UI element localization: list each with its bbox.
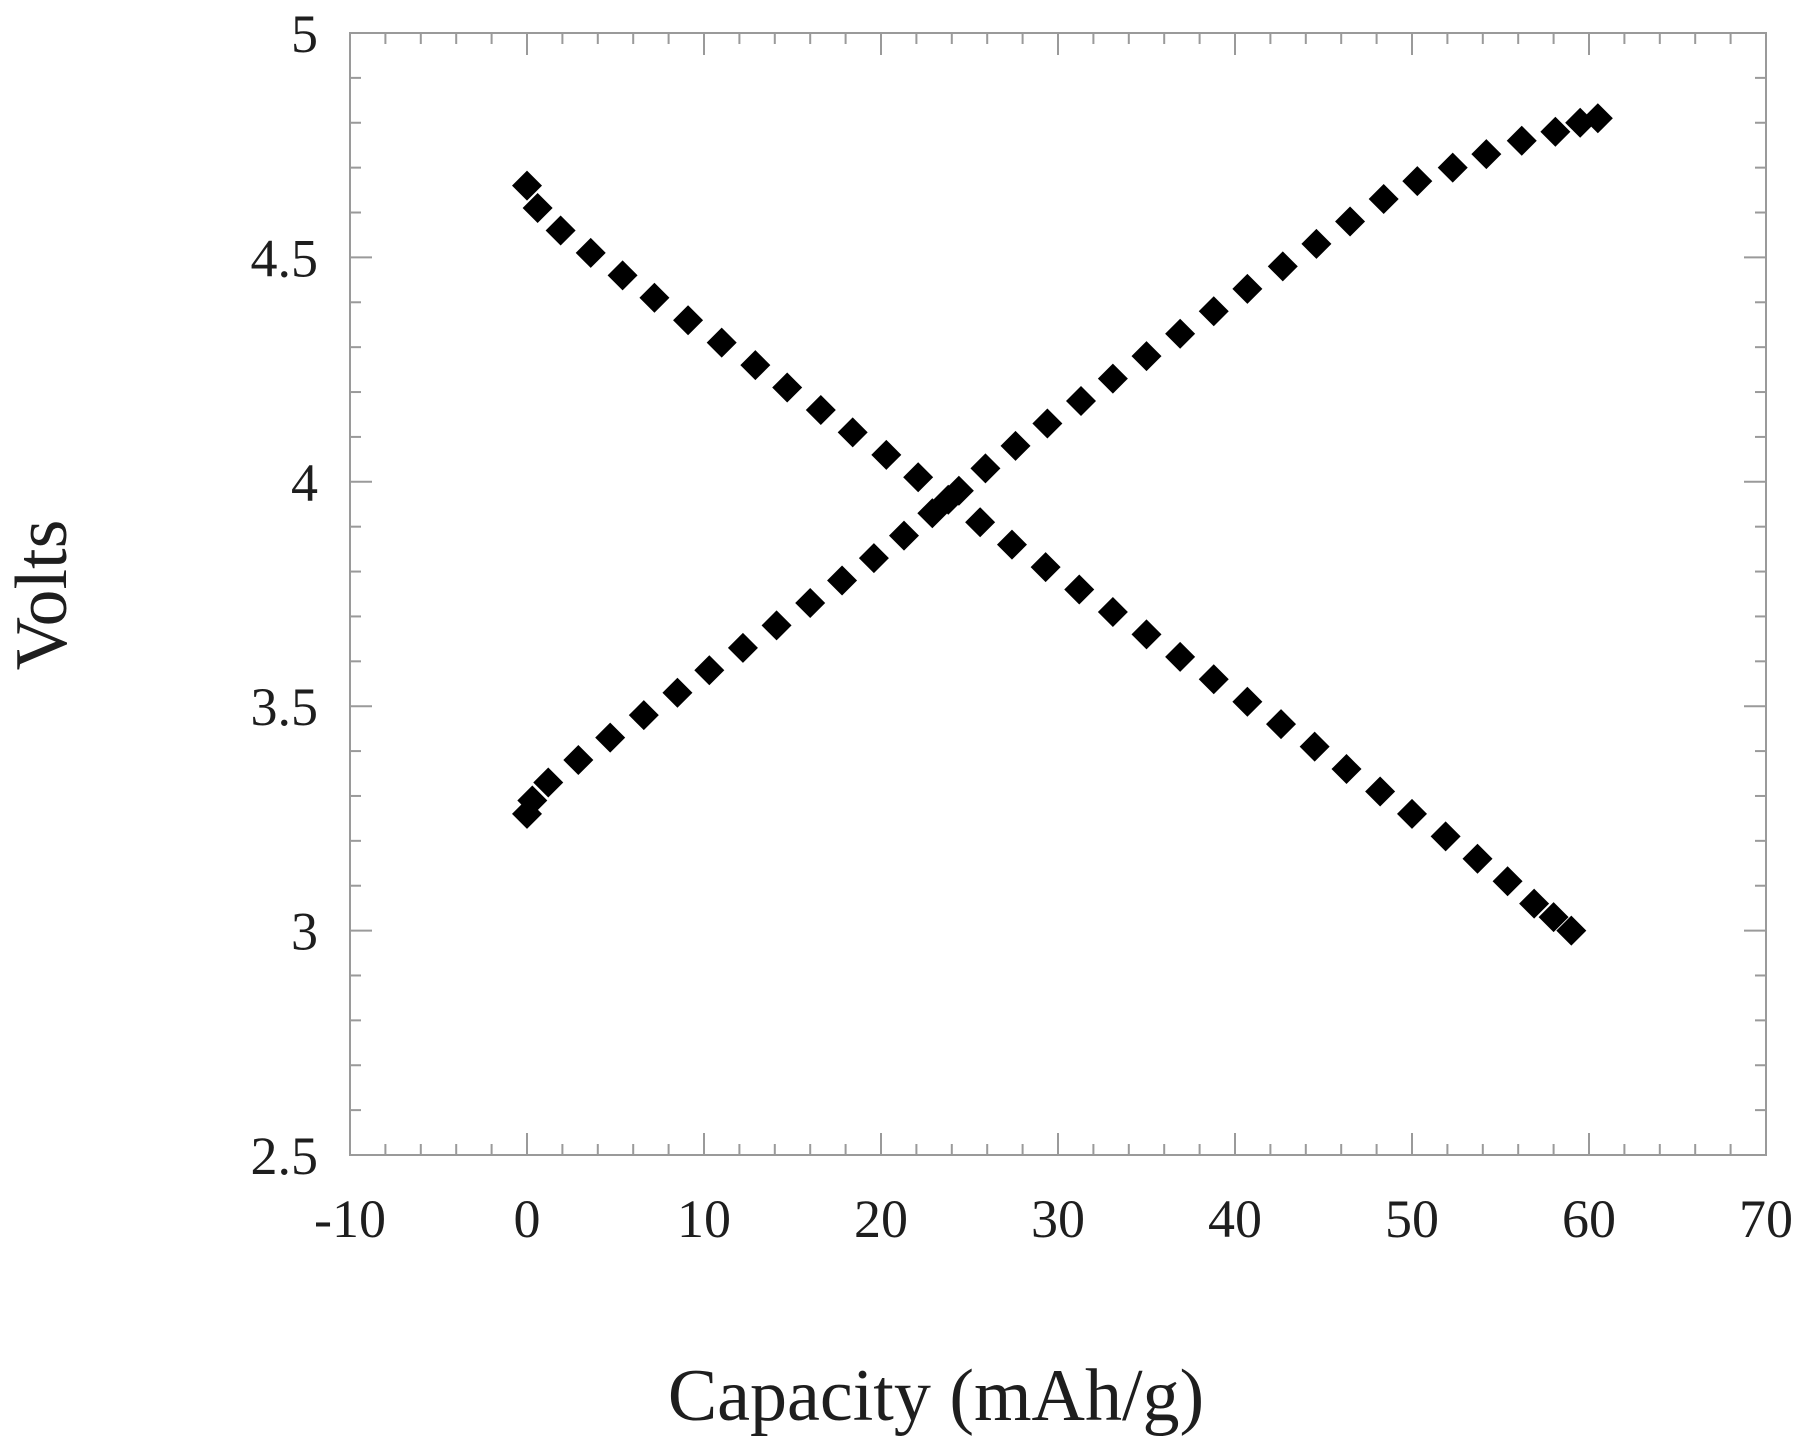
- data-point: [1131, 341, 1162, 372]
- y-axis-title: Volts: [1, 520, 83, 671]
- axis-ticks: [349, 32, 1767, 1156]
- data-point: [795, 587, 826, 618]
- data-point: [1000, 430, 1031, 461]
- data-point: [1097, 363, 1128, 394]
- x-tick-label: 0: [514, 1189, 541, 1249]
- data-point: [1165, 318, 1196, 349]
- x-tick-label: 20: [854, 1189, 908, 1249]
- data-point: [1232, 273, 1263, 304]
- data-point: [943, 475, 974, 506]
- data-point: [1335, 206, 1366, 237]
- data-point: [996, 529, 1027, 560]
- data-point: [595, 722, 626, 753]
- data-point: [1097, 596, 1128, 627]
- data-point: [1198, 664, 1229, 695]
- x-tick-label: 60: [1562, 1189, 1616, 1249]
- data-point: [575, 237, 606, 268]
- y-tick-label: 3: [291, 902, 318, 962]
- data-point: [917, 498, 948, 529]
- x-axis-title: Capacity (mAh/g): [668, 1355, 1204, 1437]
- data-point: [1266, 709, 1297, 740]
- data-point: [965, 507, 996, 538]
- data-point: [639, 282, 670, 313]
- data-point: [1519, 888, 1550, 919]
- plot-frame: [349, 32, 1767, 1156]
- data-point: [871, 439, 902, 470]
- data-point: [628, 700, 659, 731]
- data-point: [858, 543, 889, 574]
- data-point: [1402, 166, 1433, 197]
- data-point: [1032, 408, 1063, 439]
- data-point: [1437, 152, 1468, 183]
- data-point: [1131, 619, 1162, 650]
- data-point: [662, 677, 693, 708]
- y-tick-label: 4: [291, 453, 318, 513]
- data-point: [563, 745, 594, 776]
- data-point: [517, 785, 548, 816]
- data-point: [1582, 103, 1613, 134]
- data-point: [740, 350, 771, 381]
- series-2: [512, 103, 1613, 829]
- data-point: [512, 170, 542, 201]
- data-point: [1368, 184, 1399, 215]
- data-point: [1365, 776, 1396, 807]
- data-point: [1165, 641, 1196, 672]
- data-point: [805, 394, 836, 425]
- data-point: [772, 372, 803, 403]
- data-point: [1556, 915, 1587, 946]
- x-tick-label: 50: [1385, 1189, 1439, 1249]
- data-point: [607, 260, 638, 291]
- x-tick-label: 10: [677, 1189, 731, 1249]
- data-point: [1066, 386, 1097, 417]
- y-tick-label: 2.5: [251, 1126, 319, 1186]
- data-point: [694, 655, 725, 686]
- data-point: [903, 462, 934, 493]
- x-tick-label: 70: [1739, 1189, 1793, 1249]
- data-point: [673, 305, 704, 336]
- data-point: [970, 453, 1001, 484]
- data-point: [827, 565, 858, 596]
- data-point: [1198, 296, 1229, 327]
- data-point: [545, 215, 576, 246]
- data-point: [761, 610, 792, 641]
- data-point: [1299, 731, 1330, 762]
- data-markers: [512, 103, 1613, 946]
- y-tick-label: 5: [291, 4, 318, 64]
- data-point: [706, 327, 737, 358]
- data-point: [1471, 139, 1502, 170]
- data-point: [1267, 251, 1298, 282]
- y-tick-label: 4.5: [251, 228, 319, 288]
- data-point: [1540, 116, 1571, 147]
- data-point: [1538, 902, 1569, 933]
- x-tick-label: 30: [1031, 1189, 1085, 1249]
- series-1: [512, 170, 1587, 946]
- data-point: [522, 193, 553, 224]
- data-point: [1462, 843, 1493, 874]
- data-point: [1331, 754, 1362, 785]
- data-point: [1030, 552, 1061, 583]
- data-point: [1492, 866, 1523, 897]
- data-point: [1506, 125, 1537, 156]
- data-point: [1430, 821, 1461, 852]
- x-tick-label: -10: [314, 1189, 386, 1249]
- x-tick-label: 40: [1208, 1189, 1262, 1249]
- data-point: [1232, 686, 1263, 717]
- y-tick-label: 3.5: [251, 677, 319, 737]
- data-point: [1397, 798, 1427, 829]
- data-point: [889, 520, 920, 551]
- data-point: [837, 417, 868, 448]
- data-point: [1301, 228, 1332, 259]
- tick-labels: -10 0 10 20 30 40 50 60 70 2.5 3 3.5 4 4.5 5: [251, 4, 1794, 1249]
- data-point: [727, 632, 758, 663]
- data-point: [1064, 574, 1095, 605]
- data-point: [533, 767, 564, 798]
